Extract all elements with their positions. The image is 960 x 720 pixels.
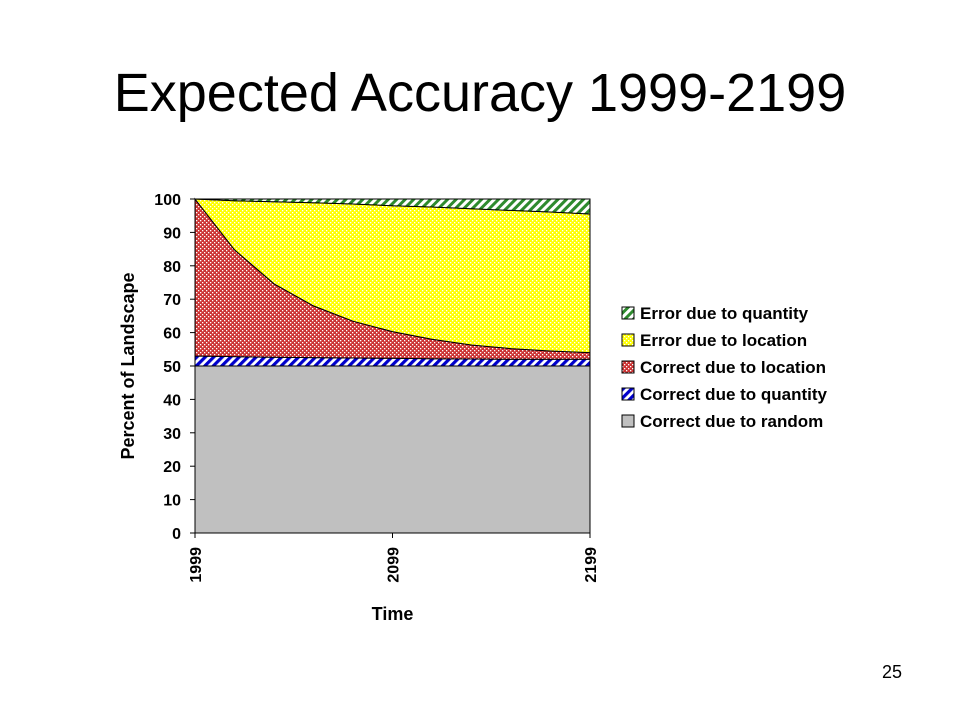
y-tick-label: 100 [154, 192, 181, 209]
area-correct-due-to-random [194, 365, 591, 534]
legend-label-correct-due-to-location: Correct due to location [640, 358, 826, 377]
y-tick-label: 80 [163, 259, 181, 276]
y-tick-label: 70 [163, 292, 181, 309]
x-tick-label: 1999 [188, 547, 205, 583]
y-tick-label: 60 [163, 326, 181, 343]
legend-swatch-correct-due-to-location [621, 360, 635, 374]
x-axis-title: Time [372, 604, 414, 624]
x-tick-label: 2199 [583, 547, 600, 583]
legend-swatch-correct-due-to-random [621, 414, 635, 428]
y-tick-label: 20 [163, 459, 181, 476]
legend-label-error-due-to-location: Error due to location [640, 331, 807, 350]
y-tick-label: 30 [163, 426, 181, 443]
y-tick-label: 90 [163, 225, 181, 242]
legend-label-correct-due-to-quantity: Correct due to quantity [640, 385, 828, 404]
legend-swatch-error-due-to-quantity [621, 306, 635, 320]
slide-title: Expected Accuracy 1999-2199 [113, 63, 847, 123]
axes-group: 0 10 20 30 40 50 60 70 80 90 100 1999 2099 2199 Time Pe… [118, 192, 600, 624]
x-tick-label: 2099 [386, 547, 403, 583]
area-series-group [193, 197, 591, 534]
legend-label-correct-due-to-random: Correct due to random [640, 412, 823, 431]
y-tick-label: 10 [163, 493, 181, 510]
y-tick-label: 50 [163, 359, 181, 376]
y-tick-label: 0 [172, 526, 181, 543]
legend-swatch-error-due-to-location [621, 333, 635, 347]
y-axis-title: Percent of Landscape [118, 272, 138, 459]
legend: Error due to quantity Error due to locati… [621, 304, 828, 431]
y-tick-label: 40 [163, 392, 181, 409]
legend-swatch-correct-due-to-quantity [621, 387, 635, 401]
page-number: 25 [881, 662, 902, 682]
legend-label-error-due-to-quantity: Error due to quantity [640, 304, 809, 323]
